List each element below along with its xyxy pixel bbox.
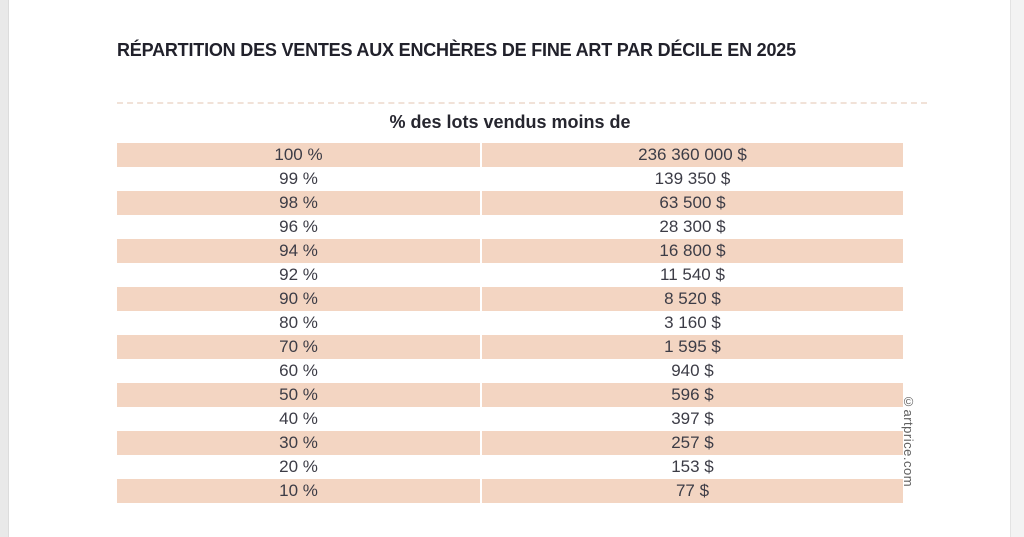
- value-cell: 3 160 $: [664, 313, 721, 332]
- value-cell: 139 350 $: [654, 169, 731, 188]
- percent-cell: 92 %: [279, 265, 318, 284]
- value-cell: 1 595 $: [482, 335, 903, 359]
- percent-cell: 100 %: [117, 143, 480, 167]
- page-left-margin: [0, 0, 9, 537]
- value-cell: 77 $: [482, 479, 903, 503]
- percent-cell: 60 %: [279, 361, 318, 380]
- table-row: 10 % 77 $: [117, 479, 903, 503]
- table-row: 20 % 153 $: [117, 455, 903, 479]
- value-cell: 16 800 $: [482, 239, 903, 263]
- percent-cell: 10 %: [117, 479, 480, 503]
- table-row: 50 % 596 $: [117, 383, 903, 407]
- percent-cell: 40 %: [279, 409, 318, 428]
- percent-cell: 30 %: [117, 431, 480, 455]
- table-row: 70 % 1 595 $: [117, 335, 903, 359]
- table-row: 96 % 28 300 $: [117, 215, 903, 239]
- table-row: 80 % 3 160 $: [117, 311, 903, 335]
- percent-cell: 94 %: [117, 239, 480, 263]
- artprice-watermark: ©artprice.com: [901, 394, 916, 488]
- percent-cell: 98 %: [117, 191, 480, 215]
- percent-cell: 80 %: [279, 313, 318, 332]
- table-row: 90 % 8 520 $: [117, 287, 903, 311]
- value-cell: 28 300 $: [659, 217, 726, 236]
- table-row: 40 % 397 $: [117, 407, 903, 431]
- value-cell: 940 $: [671, 361, 714, 380]
- percent-cell: 70 %: [117, 335, 480, 359]
- value-cell: 397 $: [671, 409, 714, 428]
- table-row: 92 % 11 540 $: [117, 263, 903, 287]
- value-cell: 153 $: [671, 457, 714, 476]
- value-cell: 8 520 $: [482, 287, 903, 311]
- table-header: % des lots vendus moins de: [389, 112, 631, 132]
- table-row: 100 % 236 360 000 $: [117, 143, 903, 167]
- value-cell: 11 540 $: [660, 265, 725, 284]
- decile-table: 100 % 236 360 000 $ 99 % 139 350 $ 98 % 63 50…: [117, 143, 903, 503]
- value-cell: 257 $: [482, 431, 903, 455]
- dashed-separator: [117, 102, 927, 104]
- value-cell: 596 $: [482, 383, 903, 407]
- percent-cell: 20 %: [279, 457, 318, 476]
- table-row: 30 % 257 $: [117, 431, 903, 455]
- table-row: 98 % 63 500 $: [117, 191, 903, 215]
- value-cell: 63 500 $: [482, 191, 903, 215]
- percent-cell: 90 %: [117, 287, 480, 311]
- value-cell: 236 360 000 $: [482, 143, 903, 167]
- page-right-margin: [1010, 0, 1024, 537]
- percent-cell: 99 %: [279, 169, 318, 188]
- table-row: 99 % 139 350 $: [117, 167, 903, 191]
- percent-cell: 50 %: [117, 383, 480, 407]
- table-row: 60 % 940 $: [117, 359, 903, 383]
- percent-cell: 96 %: [279, 217, 318, 236]
- table-row: 94 % 16 800 $: [117, 239, 903, 263]
- page-title: RÉPARTITION DES VENTES AUX ENCHÈRES DE F…: [117, 40, 796, 60]
